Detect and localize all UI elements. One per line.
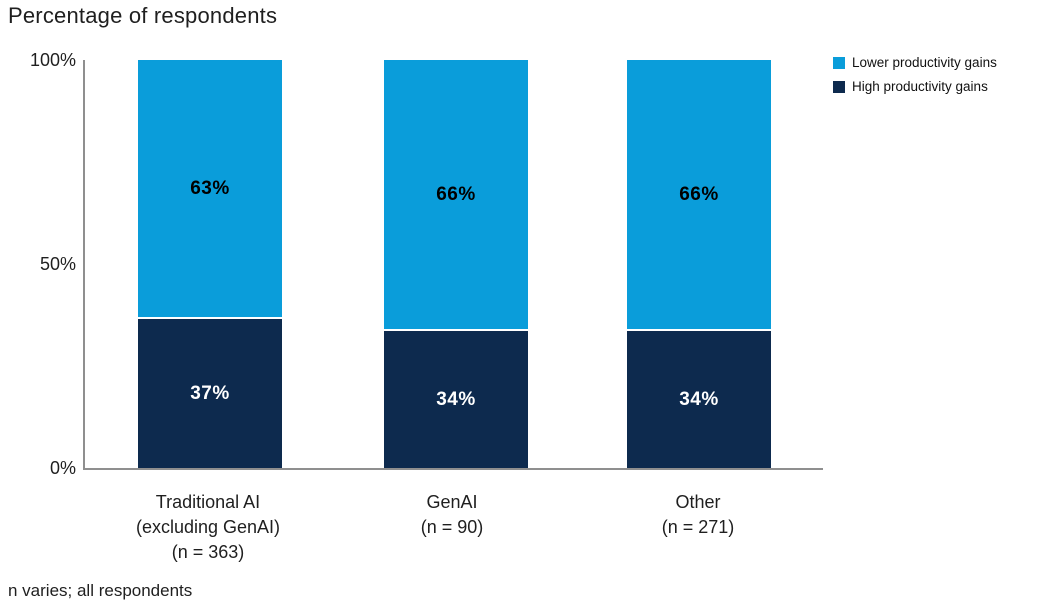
y-axis-tick-0: 0%: [49, 458, 76, 478]
chart-footnote: n varies; all respondents: [8, 581, 193, 600]
bar-traditional-ai: 63% 37%: [138, 60, 282, 468]
y-axis-tick-100: 100%: [29, 50, 76, 70]
value-label: 63%: [190, 177, 230, 199]
bar-segment-lower-gains: 66%: [384, 60, 528, 330]
x-axis-label-traditional-ai: Traditional AI (excluding GenAI) (n = 36…: [78, 490, 338, 565]
x-axis-label-line: (n = 363): [171, 542, 245, 562]
legend-swatch-lower-icon: [833, 56, 845, 69]
x-axis-label-line: (n = 90): [420, 517, 484, 537]
x-axis-label-line: (excluding GenAI): [135, 517, 281, 537]
bar-segment-lower-gains: 63%: [138, 60, 282, 318]
legend-item-lower: Lower productivity gains: [833, 55, 997, 70]
x-axis-label-line: Traditional AI: [155, 492, 261, 512]
y-axis-tick-50: 50%: [39, 254, 76, 274]
x-axis-label-line: Other: [675, 492, 721, 512]
chart-title: Percentage of respondents: [8, 3, 278, 28]
bar-segment-high-gains: 37%: [138, 317, 282, 468]
legend-label-lower: Lower productivity gains: [852, 55, 997, 70]
bar-other: 66% 34%: [627, 60, 771, 468]
x-axis-label-other: Other (n = 271): [568, 490, 828, 540]
legend-item-high: High productivity gains: [833, 79, 997, 94]
bar-genai: 66% 34%: [384, 60, 528, 468]
plot-area: 63% 37% 66% 34% 66% 34%: [83, 60, 823, 470]
value-label: 37%: [190, 382, 230, 404]
bar-segment-lower-gains: 66%: [627, 60, 771, 330]
value-label: 66%: [679, 183, 719, 205]
x-axis-label-genai: GenAI (n = 90): [322, 490, 582, 540]
x-axis-label-line: (n = 271): [661, 517, 735, 537]
legend: Lower productivity gains High productivi…: [833, 55, 997, 103]
x-axis-label-line: GenAI: [426, 492, 478, 512]
bar-segment-high-gains: 34%: [627, 329, 771, 468]
legend-label-high: High productivity gains: [852, 79, 988, 94]
value-label: 34%: [436, 388, 476, 410]
bar-segment-high-gains: 34%: [384, 329, 528, 468]
value-label: 34%: [679, 388, 719, 410]
value-label: 66%: [436, 183, 476, 205]
legend-swatch-high-icon: [833, 80, 845, 93]
